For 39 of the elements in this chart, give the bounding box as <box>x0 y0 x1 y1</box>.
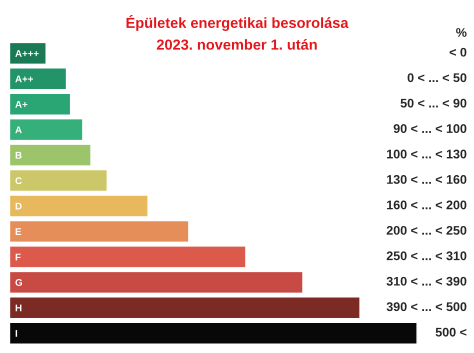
y-tick-label: A <box>15 126 22 134</box>
y-tick-label: E <box>16 228 22 235</box>
y-tick-label: G <box>15 279 22 286</box>
y-tick-label: A++ <box>15 76 34 82</box>
annotation: 160 < ... < 200 <box>387 200 466 210</box>
annotation: 200 < ... < 250 <box>386 226 466 235</box>
annotation: 100 < ... < 130 <box>387 150 466 158</box>
bar <box>9 67 68 90</box>
y-tick-label: C <box>15 177 22 184</box>
bar <box>9 92 72 116</box>
annotation: 250 < ... < 310 <box>386 251 466 260</box>
bar <box>9 42 47 65</box>
chart-subtitle: 2023. november 1. után <box>156 38 317 50</box>
annotation: 130 < ... < 160 <box>387 175 466 184</box>
annotation: 90 < ... < 100 <box>394 124 466 134</box>
bar <box>9 168 108 192</box>
annotation: 50 < ... < 90 <box>400 98 466 108</box>
y-tick-label: I <box>16 330 18 337</box>
bar <box>9 118 84 142</box>
y-tick-label: A+++ <box>15 50 39 57</box>
y-tick-label: A+ <box>15 101 28 108</box>
text: % <box>456 28 467 37</box>
bar <box>9 270 304 294</box>
bar <box>9 143 92 167</box>
y-tick-label: B <box>16 152 22 159</box>
chart-title: Épületek energetikai besorolása <box>126 14 349 31</box>
bar <box>9 322 418 345</box>
y-tick-label: H <box>16 304 22 312</box>
y-tick-label: D <box>16 202 22 210</box>
bar <box>9 194 149 218</box>
bar <box>9 296 361 320</box>
annotation: 390 < ... < 500 <box>386 302 466 312</box>
bar <box>9 220 190 244</box>
annotation: 0 < ... < 50 <box>408 73 466 82</box>
text: 500 < <box>436 328 466 337</box>
annotation: 310 < ... < 390 <box>386 276 466 286</box>
y-tick-label: F <box>16 254 21 260</box>
text: < 0 <box>450 48 466 57</box>
bar <box>9 245 247 269</box>
